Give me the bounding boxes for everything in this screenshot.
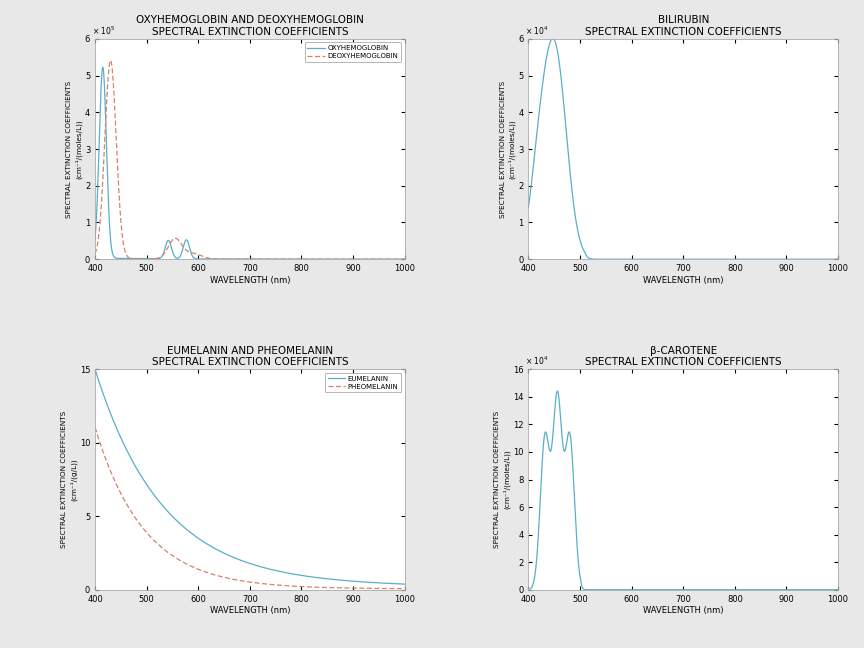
OXYHEMOGLOBIN	[391, 255, 401, 263]
OXYHEMOGLOBIN	[334, 255, 344, 263]
PHEOMELANIN	[232, 576, 243, 584]
OXYHEMOGLOBIN	[240, 255, 251, 263]
OXYHEMOGLOBIN	[232, 255, 243, 263]
EUMELANIN	[399, 580, 410, 588]
X-axis label: WAVELENGTH (nm): WAVELENGTH (nm)	[643, 276, 723, 285]
PHEOMELANIN	[105, 468, 116, 476]
OXYHEMOGLOBIN	[399, 255, 410, 263]
Line: PHEOMELANIN: PHEOMELANIN	[95, 428, 404, 588]
DEOXYHEMOGLOBIN	[391, 255, 401, 263]
PHEOMELANIN	[90, 424, 100, 432]
EUMELANIN	[240, 558, 251, 566]
OXYHEMOGLOBIN	[105, 240, 116, 248]
X-axis label: WAVELENGTH (nm): WAVELENGTH (nm)	[643, 607, 723, 616]
DEOXYHEMOGLOBIN	[240, 255, 251, 263]
Line: EUMELANIN: EUMELANIN	[95, 369, 404, 584]
OXYHEMOGLOBIN	[391, 255, 401, 263]
OXYHEMOGLOBIN	[98, 64, 108, 71]
EUMELANIN	[334, 576, 344, 584]
Text: $\times\ 10^{4}$: $\times\ 10^{4}$	[525, 24, 550, 37]
X-axis label: WAVELENGTH (nm): WAVELENGTH (nm)	[210, 607, 290, 616]
DEOXYHEMOGLOBIN	[399, 255, 410, 263]
Y-axis label: SPECTRAL EXTINCTION COEFFICIENTS
(cm⁻¹/(g/L)): SPECTRAL EXTINCTION COEFFICIENTS (cm⁻¹/(…	[61, 411, 77, 548]
EUMELANIN	[391, 580, 401, 588]
EUMELANIN	[105, 410, 116, 418]
Line: OXYHEMOGLOBIN: OXYHEMOGLOBIN	[95, 67, 404, 259]
PHEOMELANIN	[399, 584, 410, 592]
Title: OXYHEMOGLOBIN AND DEOXYHEMOGLOBIN
SPECTRAL EXTINCTION COEFFICIENTS: OXYHEMOGLOBIN AND DEOXYHEMOGLOBIN SPECTR…	[136, 15, 364, 37]
PHEOMELANIN	[391, 584, 401, 592]
PHEOMELANIN	[240, 577, 251, 585]
Y-axis label: SPECTRAL EXTINCTION COEFFICIENTS
(cm⁻¹/(moles/L)): SPECTRAL EXTINCTION COEFFICIENTS (cm⁻¹/(…	[499, 80, 516, 218]
DEOXYHEMOGLOBIN	[105, 56, 116, 64]
DEOXYHEMOGLOBIN	[391, 255, 401, 263]
Title: EUMELANIN AND PHEOMELANIN
SPECTRAL EXTINCTION COEFFICIENTS: EUMELANIN AND PHEOMELANIN SPECTRAL EXTIN…	[151, 345, 348, 367]
Text: $\times\ 10^{4}$: $\times\ 10^{4}$	[525, 354, 550, 367]
DEOXYHEMOGLOBIN	[232, 255, 243, 263]
Title: β-CAROTENE
SPECTRAL EXTINCTION COEFFICIENTS: β-CAROTENE SPECTRAL EXTINCTION COEFFICIE…	[585, 345, 782, 367]
DEOXYHEMOGLOBIN	[334, 255, 344, 263]
OXYHEMOGLOBIN	[90, 235, 100, 243]
DEOXYHEMOGLOBIN	[90, 249, 100, 257]
PHEOMELANIN	[391, 584, 401, 592]
Title: BILIRUBIN
SPECTRAL EXTINCTION COEFFICIENTS: BILIRUBIN SPECTRAL EXTINCTION COEFFICIEN…	[585, 15, 782, 37]
EUMELANIN	[391, 580, 401, 588]
Legend: OXYHEMOGLOBIN, DEOXYHEMOGLOBIN: OXYHEMOGLOBIN, DEOXYHEMOGLOBIN	[305, 42, 401, 62]
Line: DEOXYHEMOGLOBIN: DEOXYHEMOGLOBIN	[95, 60, 404, 259]
DEOXYHEMOGLOBIN	[105, 57, 116, 65]
Text: $\times\ 10^{5}$: $\times\ 10^{5}$	[92, 24, 116, 37]
Y-axis label: SPECTRAL EXTINCTION COEFFICIENTS
(cm⁻¹/(moles/L)): SPECTRAL EXTINCTION COEFFICIENTS (cm⁻¹/(…	[67, 80, 82, 218]
Legend: EUMELANIN, PHEOMELANIN: EUMELANIN, PHEOMELANIN	[325, 373, 401, 393]
EUMELANIN	[90, 365, 100, 373]
X-axis label: WAVELENGTH (nm): WAVELENGTH (nm)	[210, 276, 290, 285]
PHEOMELANIN	[334, 584, 344, 592]
Y-axis label: SPECTRAL EXTINCTION COEFFICIENTS
(cm⁻¹/(moles/L)): SPECTRAL EXTINCTION COEFFICIENTS (cm⁻¹/(…	[494, 411, 511, 548]
EUMELANIN	[232, 555, 243, 563]
